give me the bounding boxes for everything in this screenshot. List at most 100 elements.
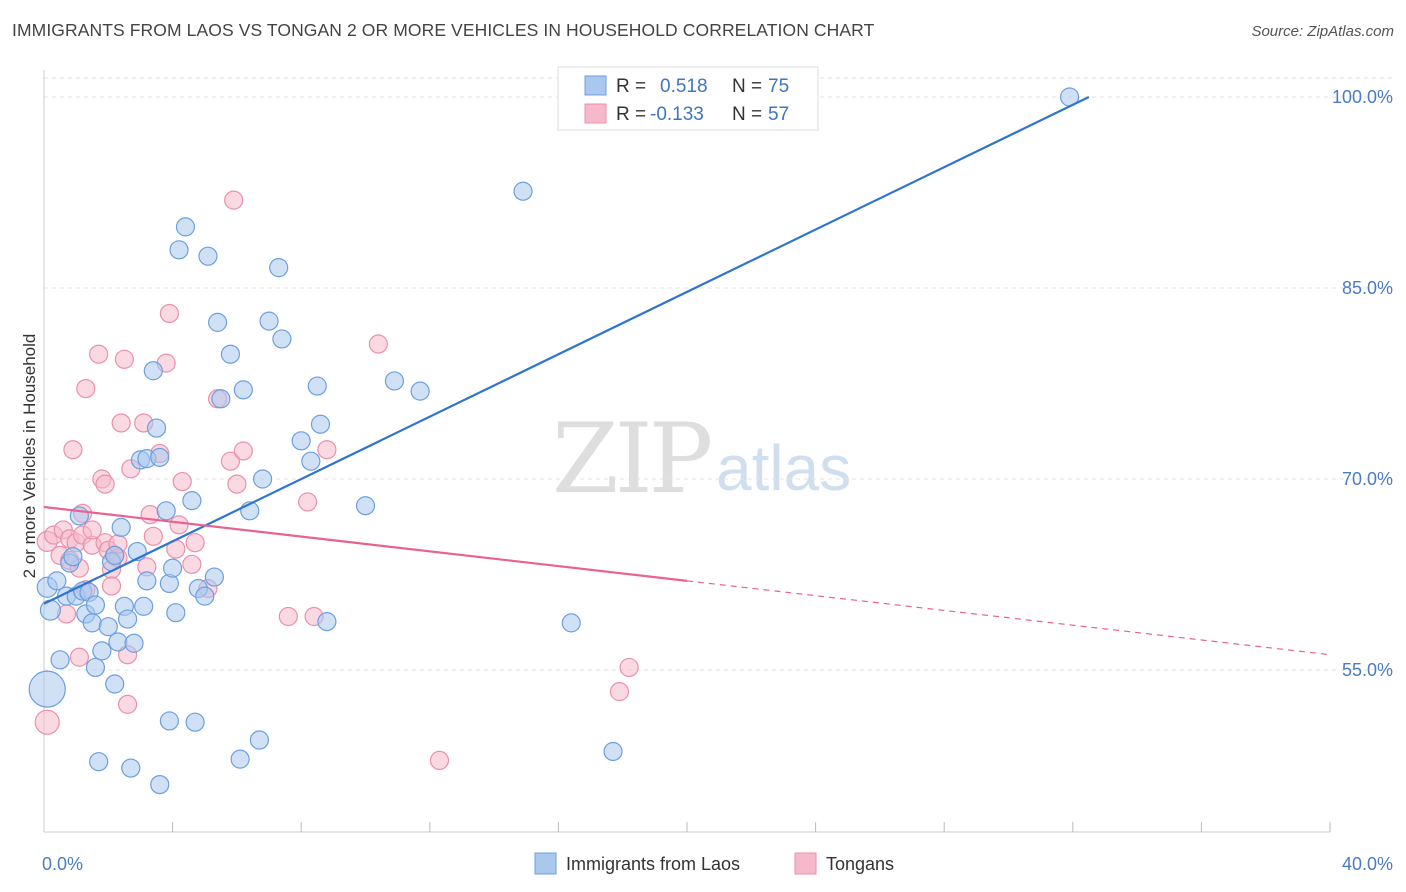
tongan-point	[298, 492, 318, 512]
laos-point	[166, 603, 186, 623]
laos-point	[317, 612, 337, 632]
laos-point	[163, 558, 183, 578]
laos-point	[111, 517, 131, 537]
laos-point	[195, 586, 215, 606]
laos-point	[355, 496, 376, 516]
laos-point	[117, 609, 138, 629]
tongan-trend-extension	[686, 580, 1331, 656]
legend-r-value-tongan: -0.133	[650, 104, 704, 125]
legend-n-label-tongan: N =	[732, 104, 762, 125]
laos-point	[208, 312, 228, 332]
tongan-point	[169, 515, 189, 535]
laos-point	[150, 447, 170, 467]
laos-point	[89, 752, 109, 772]
tongan-point	[63, 440, 83, 460]
watermark-atlas: atlas	[716, 432, 851, 504]
tongan-point	[82, 520, 102, 540]
laos-point	[198, 246, 218, 266]
laos-point	[156, 501, 176, 521]
tongan-point	[227, 474, 247, 494]
legend-n-value-tongan: 57	[768, 104, 789, 125]
y-tick-label: 85.0%	[1342, 278, 1393, 298]
laos-point	[513, 181, 533, 201]
tongan-point	[117, 694, 138, 714]
y-tick-label: 70.0%	[1342, 469, 1393, 489]
laos-point	[146, 418, 167, 438]
grid-lines	[44, 77, 1392, 671]
laos-point	[603, 741, 623, 762]
y-tick-label: 100.0%	[1332, 87, 1393, 107]
laos-point	[28, 670, 66, 708]
tongan-point	[114, 349, 134, 369]
chart-source: Source: ZipAtlas.com	[1251, 23, 1394, 40]
watermark-zip: ZIP	[552, 403, 711, 515]
x-tick-label-min: 0.0%	[42, 854, 83, 874]
legend-n-label-laos: N =	[732, 76, 762, 97]
laos-point	[98, 617, 118, 637]
laos-point	[211, 389, 231, 409]
tongan-point	[233, 441, 253, 461]
series-legend-label-tongan: Tongans	[826, 854, 894, 874]
laos-point	[253, 469, 273, 489]
laos-point	[185, 712, 205, 732]
laos-point	[47, 571, 67, 591]
legend-swatch-laos	[584, 75, 607, 96]
tongan-point	[185, 533, 205, 553]
tongan-point	[619, 657, 639, 678]
laos-point	[50, 650, 70, 670]
laos-point	[124, 633, 144, 653]
laos-point	[39, 599, 62, 621]
tongan-point	[609, 682, 630, 702]
laos-point	[220, 344, 241, 364]
tongan-point	[34, 709, 60, 735]
laos-point	[272, 329, 292, 349]
legend-r-label-laos: R =	[616, 76, 646, 97]
laos-point	[310, 414, 331, 434]
tongan-point	[278, 606, 298, 627]
tongan-point	[172, 471, 192, 492]
tongan-point	[159, 303, 179, 324]
laos-point	[159, 711, 179, 731]
tongan-point	[182, 554, 202, 574]
laos-point	[134, 596, 154, 616]
laos-point	[85, 657, 106, 678]
laos-point	[307, 376, 327, 396]
laos-point	[143, 361, 163, 381]
laos-point	[121, 758, 141, 778]
tongan-point	[76, 378, 96, 399]
laos-point	[249, 730, 270, 750]
x-tick-label-max: 40.0%	[1342, 854, 1393, 874]
laos-point	[108, 632, 128, 652]
laos-point	[301, 451, 321, 471]
laos-point	[291, 431, 311, 451]
laos-point	[259, 311, 279, 331]
laos-point	[561, 613, 581, 633]
y-axis-title: 2 or more Vehicles in Household	[20, 334, 39, 579]
laos-trend-line	[43, 96, 1090, 605]
laos-point	[105, 674, 125, 694]
chart-title: IMMIGRANTS FROM LAOS VS TONGAN 2 OR MORE…	[12, 20, 875, 40]
legend-r-value-laos: 0.518	[660, 76, 708, 97]
y-tick-labels: 55.0% 70.0% 85.0% 100.0%	[1332, 87, 1393, 680]
laos-point	[63, 547, 83, 567]
y-tick-label: 55.0%	[1342, 660, 1393, 680]
laos-point	[175, 217, 196, 237]
tongan-point	[101, 576, 122, 596]
laos-point	[137, 571, 157, 591]
series-legend: Immigrants from Laos Tongans	[534, 852, 894, 875]
tongan-point	[429, 750, 450, 771]
tongan-point	[89, 344, 109, 364]
laos-point	[150, 774, 170, 795]
legend-n-value-laos: 75	[768, 76, 789, 97]
laos-point	[410, 381, 430, 401]
laos-point	[269, 258, 289, 278]
x-tick-marks	[172, 822, 1331, 832]
laos-point	[182, 491, 202, 511]
laos-point	[92, 641, 112, 661]
laos-point	[230, 749, 250, 769]
trend-lines	[43, 96, 1331, 656]
laos-point	[82, 613, 102, 633]
tongan-point	[368, 334, 388, 354]
laos-point	[169, 240, 189, 260]
tongan-point	[317, 440, 337, 460]
